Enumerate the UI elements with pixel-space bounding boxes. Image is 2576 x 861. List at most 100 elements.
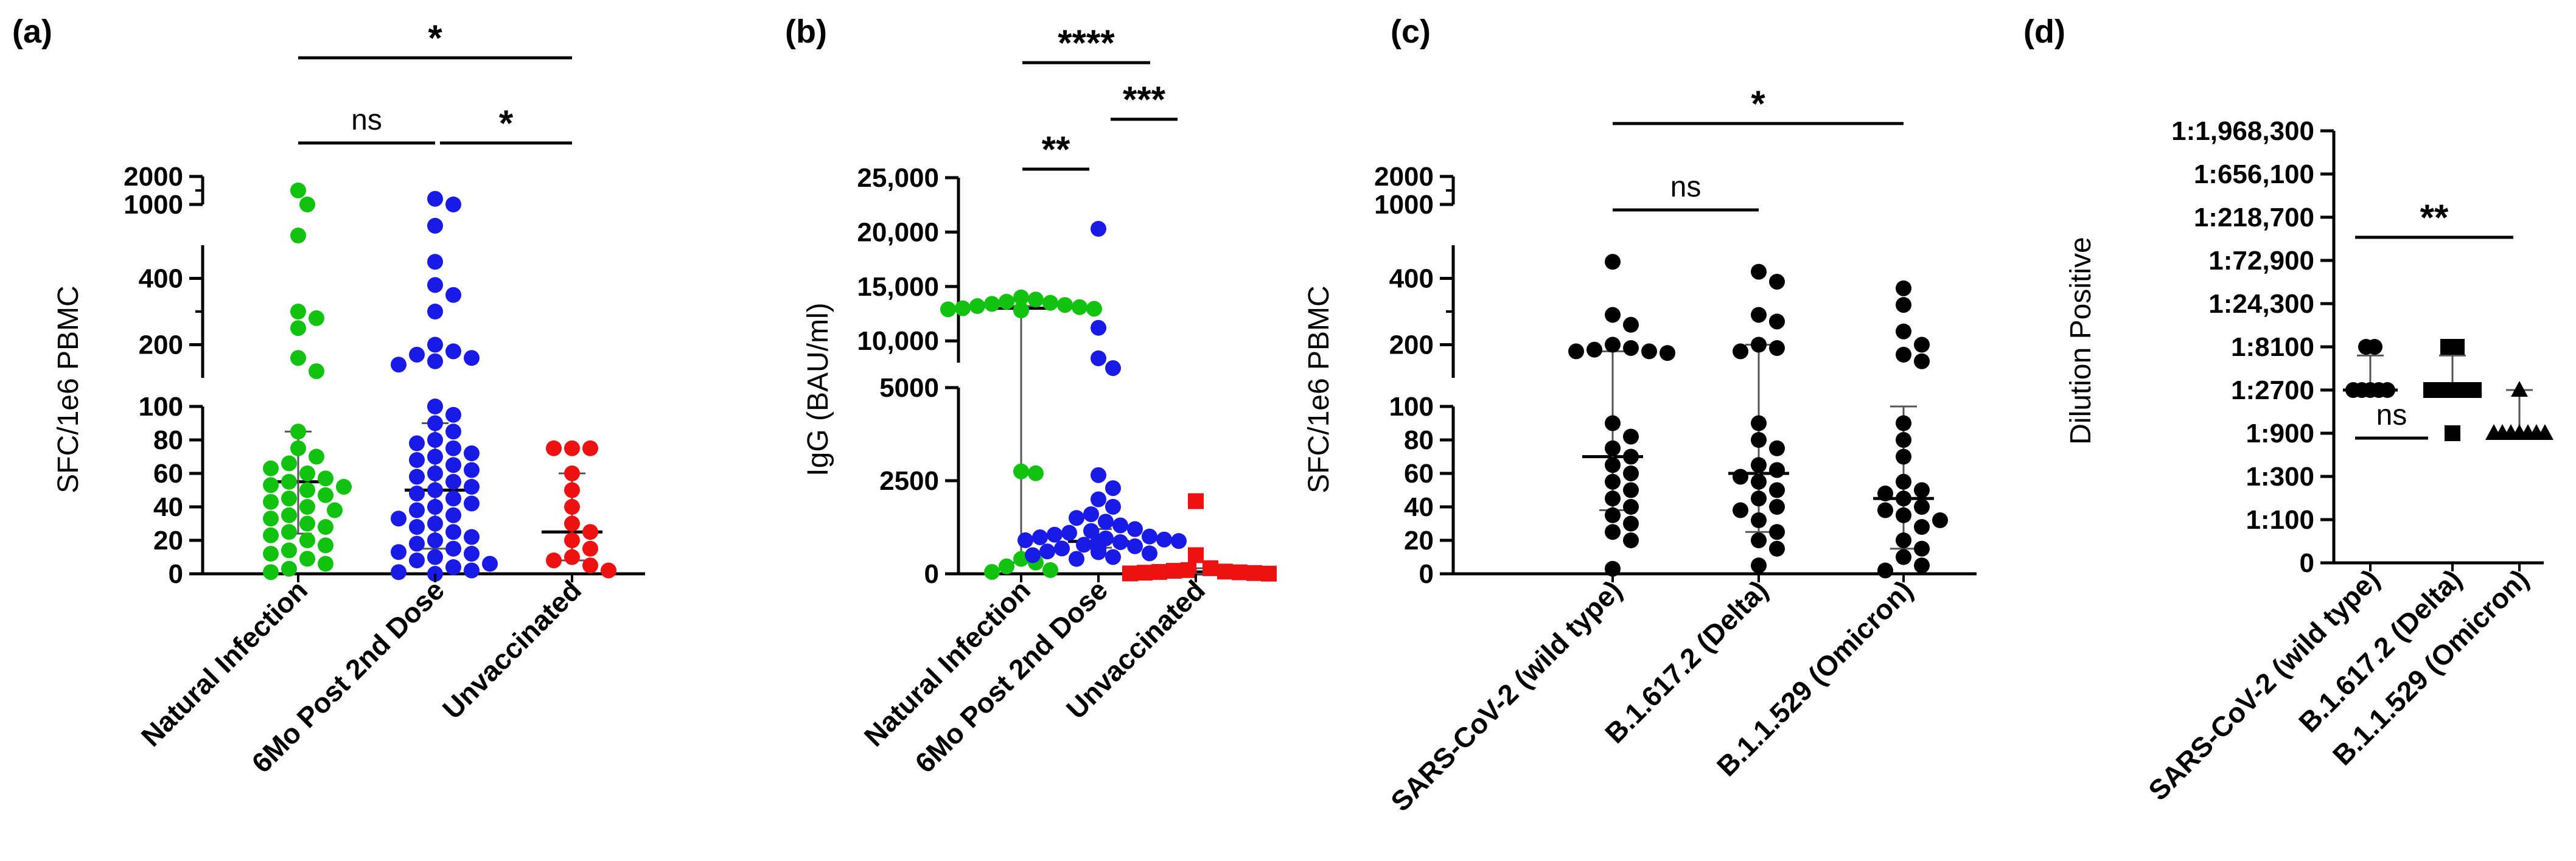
data-point [1914,499,1930,515]
data-point [464,445,480,461]
data-point [427,218,443,234]
data-point [1769,462,1785,478]
y-tick-label: 1:218,700 [2194,203,2314,232]
y-tick-label: 400 [1389,264,1434,294]
data-point [1137,565,1153,581]
data-point [1072,299,1087,315]
data-point [1914,557,1930,574]
data-point [445,440,461,456]
data-point [1105,480,1121,497]
y-axis-label: SFC/1e6 PBMC [1303,285,1335,493]
data-point [1877,502,1893,518]
data-point [564,549,580,565]
y-tick-label: 20 [1404,526,1434,556]
data-point [1623,482,1639,498]
data-point [1013,463,1029,479]
data-point [1641,343,1657,360]
data-point [445,287,461,303]
data-point [1217,563,1233,580]
data-point [427,499,443,515]
data-point [1914,540,1930,557]
data-point [409,535,425,552]
data-point [290,304,306,319]
y-tick-label: 100 [1389,392,1434,422]
data-point [427,549,443,565]
data-point [445,457,461,473]
data-point [1091,319,1106,336]
data-point [1751,457,1767,473]
data-point [2367,339,2382,355]
data-point [1605,507,1621,523]
data-point [1568,343,1584,360]
data-point [1105,549,1121,565]
data-point [1047,526,1063,543]
data-point [336,479,352,495]
y-tick-label: 80 [153,425,183,455]
data-point [263,564,279,580]
data-point [1896,507,1911,523]
data-point [427,482,443,498]
y-tick-label: 10,000 [857,326,939,356]
data-point [564,465,580,481]
data-point [391,564,407,580]
data-point [464,562,480,579]
data-point [1896,415,1911,431]
data-point [1605,254,1621,270]
data-point [299,515,315,532]
data-point [445,490,461,507]
data-point [1733,343,1748,360]
data-point [955,300,971,316]
data-point [564,532,580,548]
data-point [263,493,279,510]
data-point [1623,448,1639,465]
data-point [1028,291,1044,308]
data-point [409,452,425,468]
y-tick-label: 1:72,900 [2208,246,2314,276]
y-tick-label: 40 [1404,492,1434,522]
data-point [281,490,297,507]
data-point [1751,532,1767,548]
data-point [1091,491,1106,507]
data-point [299,551,315,567]
data-point [464,529,480,545]
y-tick-label: 0 [169,559,183,589]
data-point [1896,549,1911,565]
data-point [281,455,297,472]
data-point [290,183,306,198]
data-point [427,399,443,414]
data-point [1586,341,1602,358]
significance-label: *** [1123,79,1166,120]
data-point [1166,563,1182,579]
y-tick-label: 1000 [1374,190,1434,220]
data-point [564,515,580,532]
data-point [263,511,279,527]
data-point [1896,490,1911,507]
data-point [427,254,443,270]
data-point [1017,532,1033,548]
data-point [1896,448,1911,465]
significance-label: * [1751,83,1765,124]
data-point [1091,467,1106,483]
data-point [391,357,407,373]
data-point [546,553,562,568]
significance-label: **** [1058,23,1115,63]
data-point [1013,289,1029,305]
y-tick-label: 25,000 [857,163,939,193]
data-point [1751,415,1767,431]
data-point [1232,564,1248,580]
data-point [1246,565,1262,581]
data-point [281,507,297,523]
data-point [969,298,985,315]
data-point [1039,543,1055,560]
data-point [940,301,956,318]
data-point [1098,514,1114,530]
data-point [1605,524,1621,540]
data-point [1896,280,1911,296]
data-point [263,546,279,562]
data-point [1091,350,1106,366]
significance-label: ns [351,104,382,136]
data-point [299,465,315,481]
data-point [464,350,480,366]
data-point [464,479,480,495]
